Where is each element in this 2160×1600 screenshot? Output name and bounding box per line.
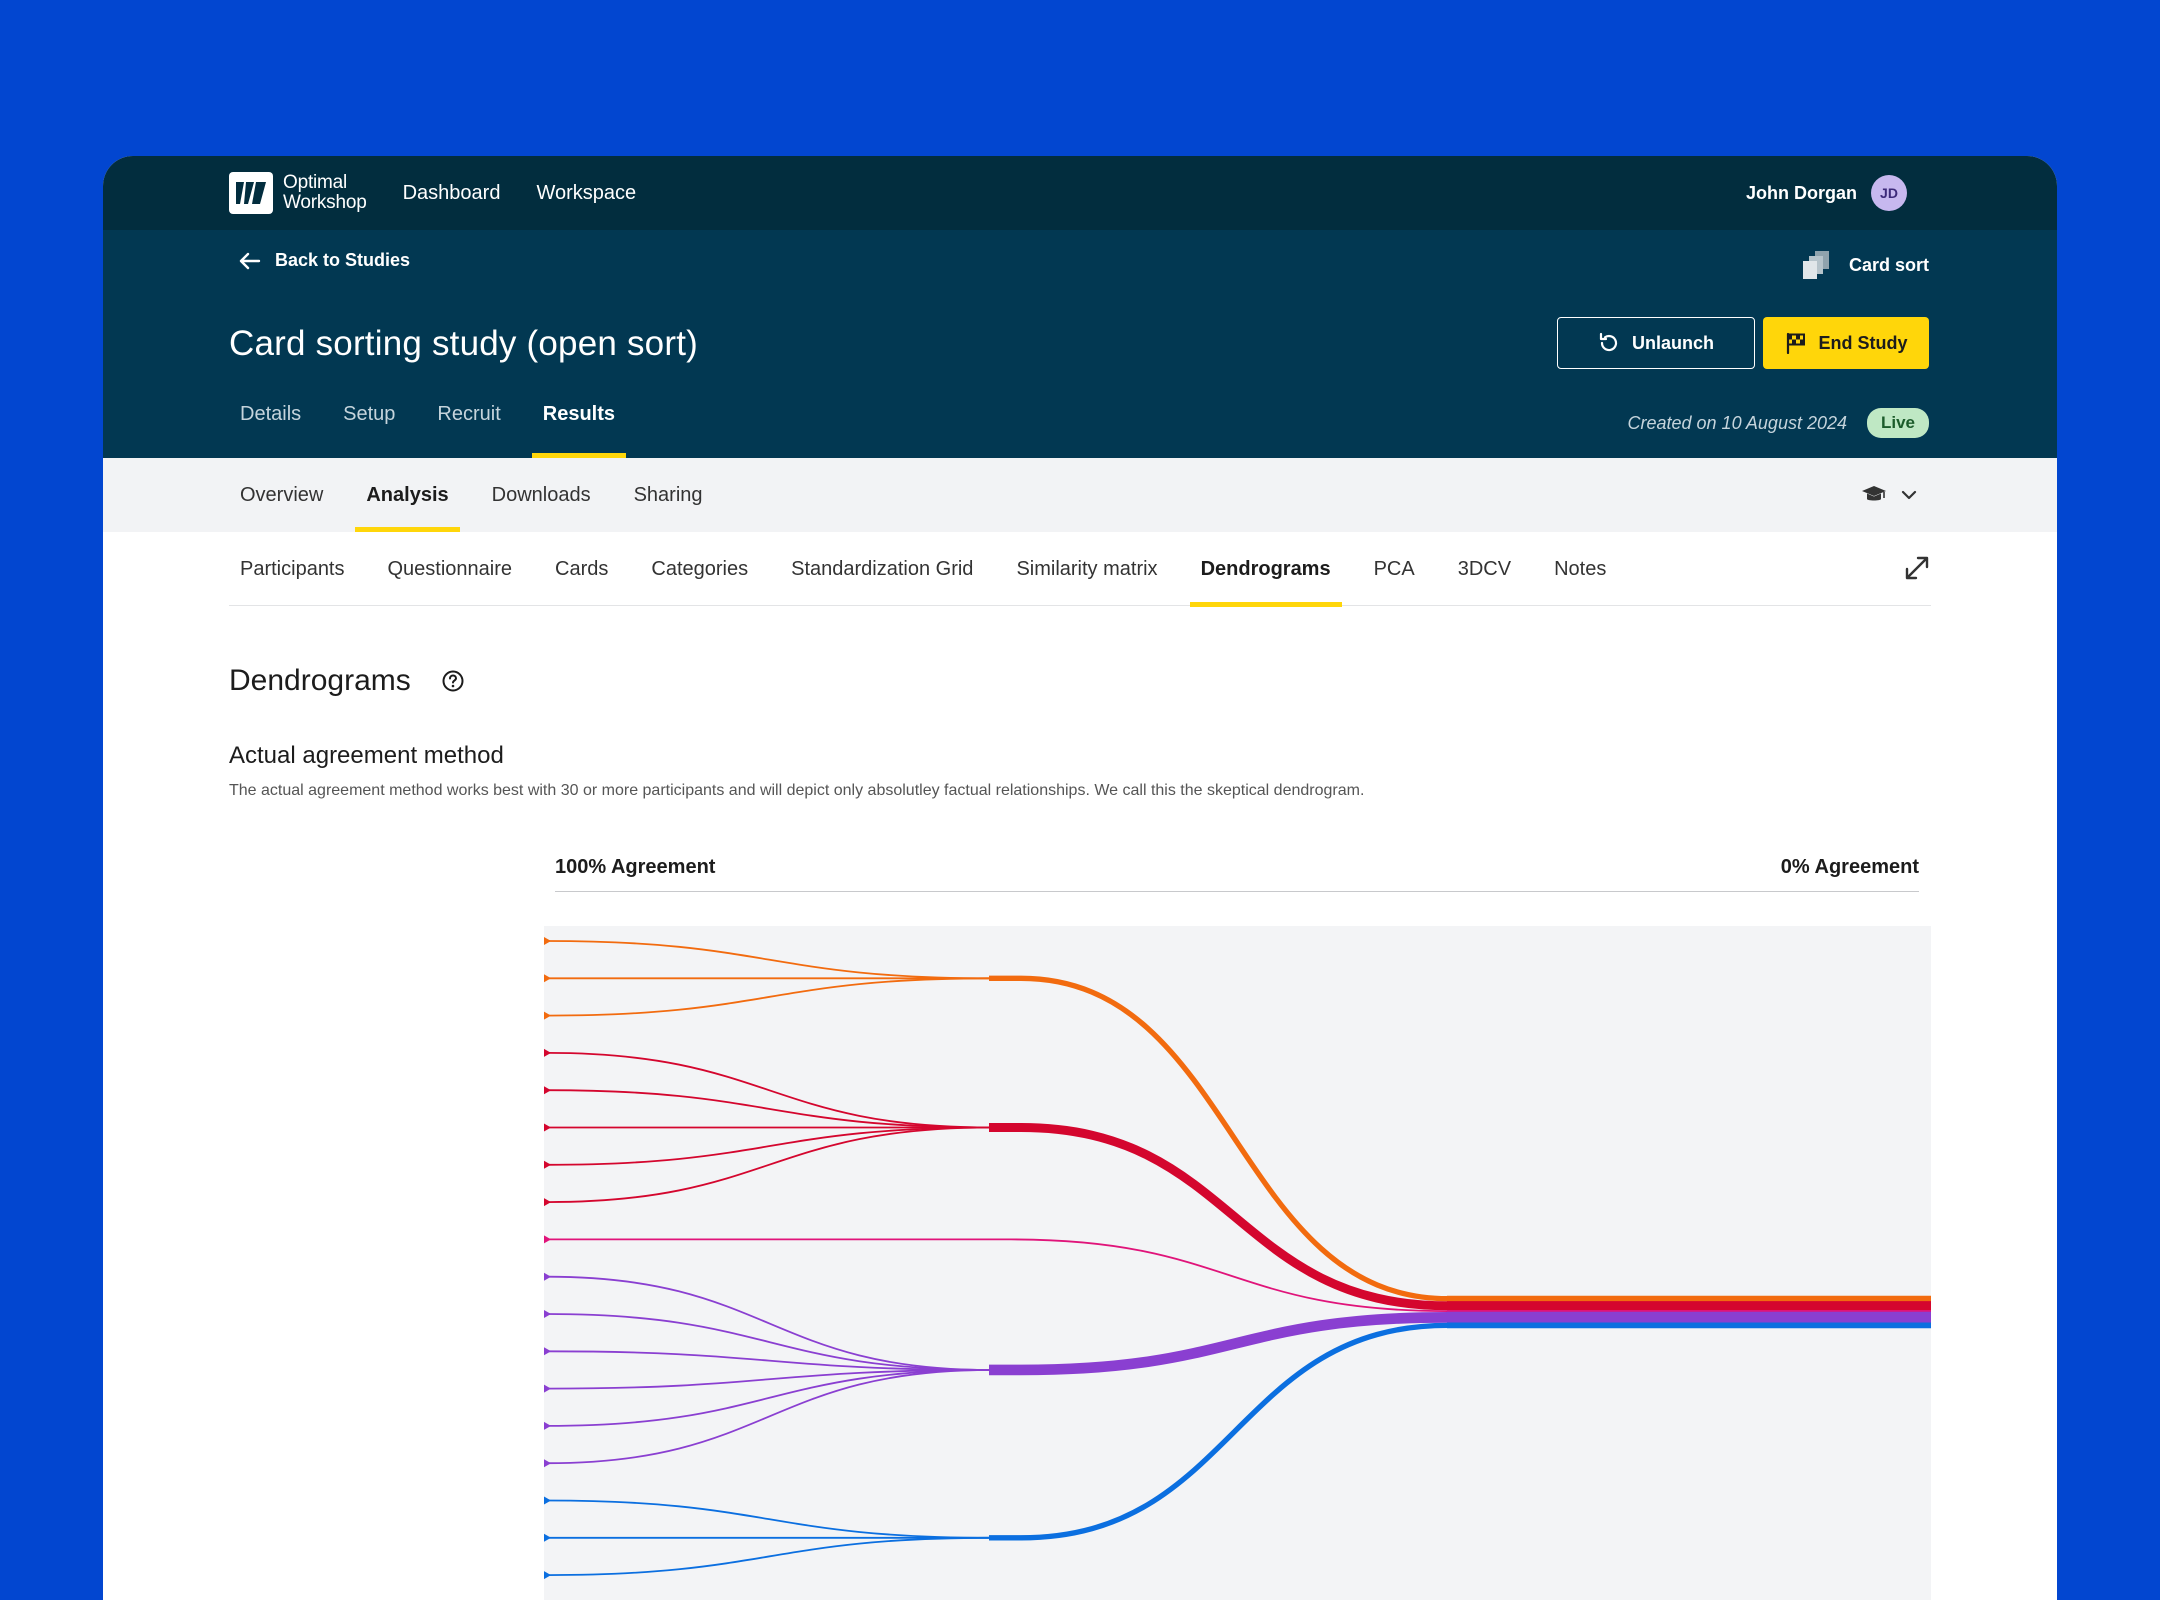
card-marker <box>544 1459 551 1468</box>
tab-downloads[interactable]: Downloads <box>491 484 591 506</box>
branch-line <box>546 1126 992 1166</box>
tab-results[interactable]: Results <box>531 370 627 458</box>
tab-participants[interactable]: Participants <box>240 558 345 580</box>
method-title: Actual agreement method <box>229 742 504 769</box>
avatar[interactable]: JD <box>1871 175 1907 211</box>
tab-notes[interactable]: Notes <box>1554 558 1607 580</box>
tab-standardization-grid[interactable]: Standardization Grid <box>791 558 974 580</box>
analysis-tabs: Participants Questionnaire Cards Categor… <box>229 532 1931 607</box>
dendrogram-chart <box>544 937 1931 1580</box>
card-marker <box>544 1421 551 1430</box>
back-label: Back to Studies <box>275 250 411 270</box>
chevron-down-icon <box>1901 490 1917 500</box>
undo-icon <box>1599 332 1618 352</box>
page-title: Card sorting study (open sort) <box>229 324 698 363</box>
branch-line <box>546 1369 992 1465</box>
card-sort-icon <box>1802 251 1829 279</box>
tab-similarity-matrix[interactable]: Similarity matrix <box>1016 558 1158 580</box>
tab-pca[interactable]: PCA <box>1373 558 1415 580</box>
end-study-label: End Study <box>1818 332 1908 353</box>
tab-questionnaire[interactable]: Questionnaire <box>387 558 513 580</box>
branch-line <box>546 940 992 980</box>
card-marker <box>544 974 551 983</box>
top-navbar: Optimal Workshop Dashboard Workspace Joh… <box>103 156 2057 230</box>
tab-categories[interactable]: Categories <box>651 558 749 580</box>
card-marker <box>544 1384 551 1393</box>
card-marker <box>544 1198 551 1207</box>
branch-line <box>546 1126 992 1203</box>
logo-text-line2: Workshop <box>283 192 367 213</box>
tab-recruit[interactable]: Recruit <box>437 403 501 425</box>
branch-line <box>546 1089 992 1129</box>
tab-sharing[interactable]: Sharing <box>633 484 703 506</box>
nav-dashboard[interactable]: Dashboard <box>402 181 501 204</box>
branch-line <box>546 1536 992 1576</box>
card-marker <box>544 1160 551 1169</box>
card-marker <box>544 937 551 945</box>
card-marker <box>544 1048 551 1057</box>
study-type-label: Card sort <box>1848 254 1929 275</box>
card-marker <box>544 1123 551 1132</box>
tab-analysis[interactable]: Analysis <box>355 458 460 532</box>
app-window: Optimal Workshop Dashboard Workspace Joh… <box>103 156 2057 1600</box>
cluster-trunk <box>1020 975 1449 1302</box>
logo-icon <box>229 172 273 214</box>
card-marker <box>544 1347 551 1356</box>
card-marker <box>544 1272 551 1281</box>
learning-menu[interactable] <box>1861 458 1917 532</box>
tab-cards[interactable]: Cards <box>555 558 609 580</box>
back-to-studies-link[interactable]: Back to Studies <box>239 250 410 271</box>
nav-workspace[interactable]: Workspace <box>536 181 637 204</box>
branch-line <box>546 1313 992 1371</box>
section-title: Dendrograms <box>229 664 411 697</box>
cluster-trunk <box>1020 1123 1449 1311</box>
branch-line <box>546 1052 992 1129</box>
branch-line <box>546 1369 992 1427</box>
tab-overview[interactable]: Overview <box>240 484 324 506</box>
end-study-button[interactable]: End Study <box>1763 317 1929 369</box>
arrow-left-icon <box>239 252 261 269</box>
created-date: Created on 10 August 2024 <box>1627 413 1848 433</box>
results-subnav: Overview Analysis Downloads Sharing <box>103 458 2057 532</box>
logo-text-line1: Optimal <box>283 172 348 193</box>
method-description: The actual agreement method works best w… <box>229 782 1365 799</box>
agreement-right-label: 0% Agreement <box>1780 856 1919 878</box>
card-marker <box>544 1496 551 1505</box>
branch-line <box>546 977 992 1017</box>
branch-line <box>546 1499 992 1539</box>
user-name: John Dorgan <box>1746 182 1857 203</box>
branch-line <box>546 1275 992 1371</box>
dendrogram-plot-area <box>544 926 1931 1600</box>
section-heading: Dendrograms <box>229 664 465 698</box>
logo[interactable]: Optimal Workshop <box>229 172 367 214</box>
card-marker <box>544 1086 551 1095</box>
tab-details[interactable]: Details <box>240 403 302 425</box>
card-marker <box>544 1571 551 1580</box>
study-tabs: Details Setup Recruit Results <box>229 370 646 458</box>
tab-setup[interactable]: Setup <box>343 403 396 425</box>
cluster-trunk <box>1020 1322 1449 1541</box>
help-icon[interactable] <box>441 669 465 693</box>
branch-line <box>546 1369 992 1390</box>
unlaunch-button[interactable]: Unlaunch <box>1557 317 1755 369</box>
card-marker <box>544 1533 551 1542</box>
tab-3dcv[interactable]: 3DCV <box>1457 558 1512 580</box>
study-header: Back to Studies Card sort Card sorting s… <box>103 230 2057 458</box>
user-menu[interactable]: John Dorgan JD <box>1746 156 1907 230</box>
status-badge: Live <box>1866 408 1929 438</box>
study-type-indicator: Card sort <box>1801 250 1929 280</box>
agreement-left-label: 100% Agreement <box>555 856 716 878</box>
tab-dendrograms[interactable]: Dendrograms <box>1189 532 1342 607</box>
agreement-axis: 100% Agreement 0% Agreement <box>555 856 1919 892</box>
card-marker <box>544 1235 551 1244</box>
flag-icon <box>1786 332 1805 354</box>
graduation-cap-icon <box>1862 486 1886 501</box>
cluster-trunk <box>1020 1312 1449 1376</box>
expand-icon[interactable] <box>1903 554 1931 582</box>
card-marker <box>544 1310 551 1318</box>
unlaunch-label: Unlaunch <box>1631 332 1714 353</box>
branch-line <box>546 1350 992 1371</box>
card-marker <box>544 1011 551 1020</box>
branch-line <box>1010 1238 1449 1313</box>
